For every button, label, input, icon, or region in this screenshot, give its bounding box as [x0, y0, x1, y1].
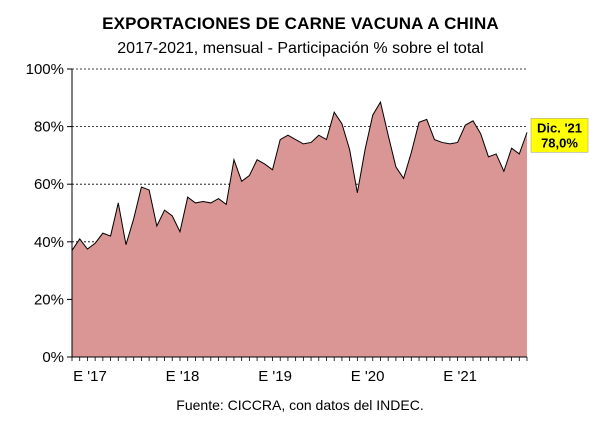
share-area: [72, 102, 527, 358]
axes: [71, 69, 527, 358]
last-value-annotation: Dic. '21 78,0%: [530, 118, 589, 153]
x-tick-label: E '17: [73, 368, 107, 385]
x-tick-label: E '18: [166, 368, 200, 385]
x-tick-label: E '19: [258, 368, 292, 385]
annotation-value: 78,0%: [541, 135, 578, 150]
share-line: [71, 100, 528, 251]
y-tick-label: 20%: [34, 291, 64, 308]
x-axis-ticks: E '17 E '18 E '19 E '20 E '21: [71, 357, 528, 385]
annotation-box: [530, 118, 589, 153]
x-tick-label: E '20: [351, 368, 385, 385]
y-tick-label: 100%: [26, 61, 64, 78]
y-axis-ticks: 0% 20% 40% 60% 80% 100%: [26, 61, 72, 366]
y-tick-label: 40%: [34, 234, 64, 251]
y-tick-label: 80%: [34, 119, 64, 136]
y-tick-label: 60%: [34, 176, 64, 193]
chart-title: EXPORTACIONES DE CARNE VACUNA A CHINA: [102, 14, 499, 33]
x-tick-label: E '21: [443, 368, 477, 385]
annotation-date: Dic. '21: [537, 120, 582, 135]
y-tick-label: 0%: [42, 349, 64, 366]
chart-subtitle: 2017-2021, mensual - Participación % sob…: [117, 40, 484, 57]
chart-source: Fuente: CICCRA, con datos del INDEC.: [176, 397, 424, 413]
